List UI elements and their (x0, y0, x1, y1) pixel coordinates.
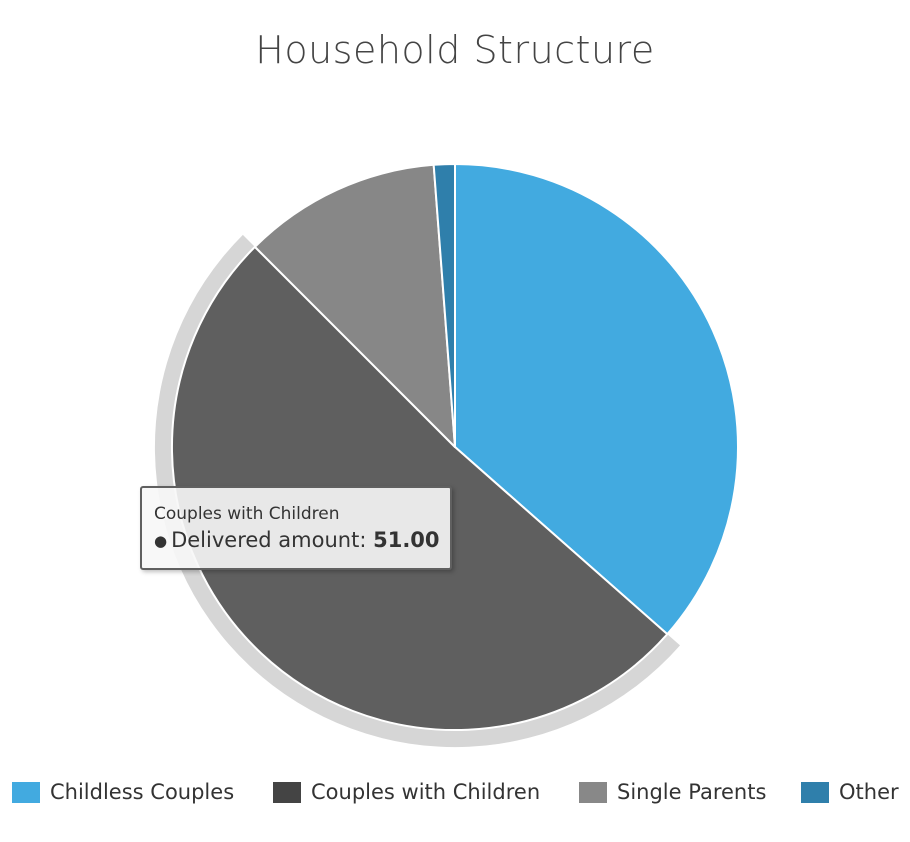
legend: Childless Couples Couples with Children … (0, 780, 910, 810)
pie-slice-other[interactable] (432, 162, 456, 448)
tooltip-title: Couples with Children (154, 504, 340, 524)
legend-swatch (12, 781, 40, 803)
legend-label: Other (839, 780, 899, 804)
pie-slice-childless-couples[interactable] (454, 163, 739, 636)
legend-item-other[interactable]: Other (801, 780, 899, 804)
legend-label: Couples with Children (311, 780, 541, 804)
tooltip: Couples with Children ● Delivered amount:… (140, 486, 452, 570)
legend-item-single-parents[interactable]: Single Parents (579, 780, 766, 804)
legend-swatch (801, 781, 829, 803)
pie-slice-single-parents[interactable] (253, 163, 456, 448)
legend-item-couples-with-children[interactable]: Couples with Children (273, 780, 540, 804)
legend-item-childless-couples[interactable]: Childless Couples (12, 780, 234, 804)
legend-swatch (273, 781, 301, 803)
tooltip-label: Delivered amount (171, 528, 360, 552)
legend-label: Single Parents (617, 780, 767, 804)
tooltip-line: ● Delivered amount: 51.00 (154, 528, 440, 552)
legend-swatch (579, 781, 607, 803)
chart-title: Household Structure (255, 28, 655, 72)
legend-label: Childless Couples (50, 780, 235, 804)
tooltip-value: 51.00 (373, 528, 440, 552)
tooltip-bullet-icon: ● (154, 532, 168, 550)
